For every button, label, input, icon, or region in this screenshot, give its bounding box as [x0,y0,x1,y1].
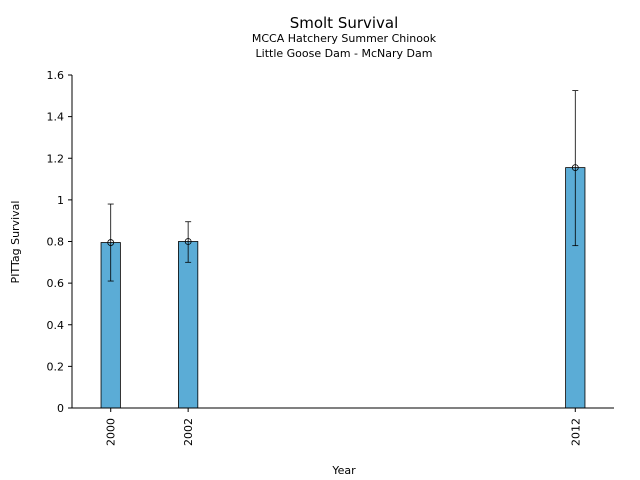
x-tick-label: 2002 [182,418,195,446]
y-tick-label: 0.6 [47,277,65,290]
plot-area [100,90,586,409]
x-tick-label: 2012 [569,418,582,446]
bar-2002 [178,241,199,409]
chart-subtitle-line-2: Little Goose Dam - McNary Dam [256,47,433,60]
x-tick-label: 2000 [105,418,118,446]
y-axis-label: PITTag Survival [9,201,22,284]
chart-title: Smolt Survival [290,14,399,32]
y-tick-label: 0 [57,402,64,415]
point-marker [571,164,579,172]
point-marker [184,238,192,245]
y-tick-label: 1.4 [47,111,65,124]
chart-subtitle-line-1: MCCA Hatchery Summer Chinook [252,32,437,45]
y-tick-label: 0.8 [47,236,65,249]
y-tick-label: 0.4 [47,319,65,332]
y-tick-label: 1 [57,194,64,207]
y-tick-label: 0.2 [47,360,65,373]
point-marker [107,239,115,246]
y-tick-label: 1.6 [47,69,65,82]
y-tick-label: 1.2 [47,152,65,165]
x-axis-label: Year [331,464,356,477]
